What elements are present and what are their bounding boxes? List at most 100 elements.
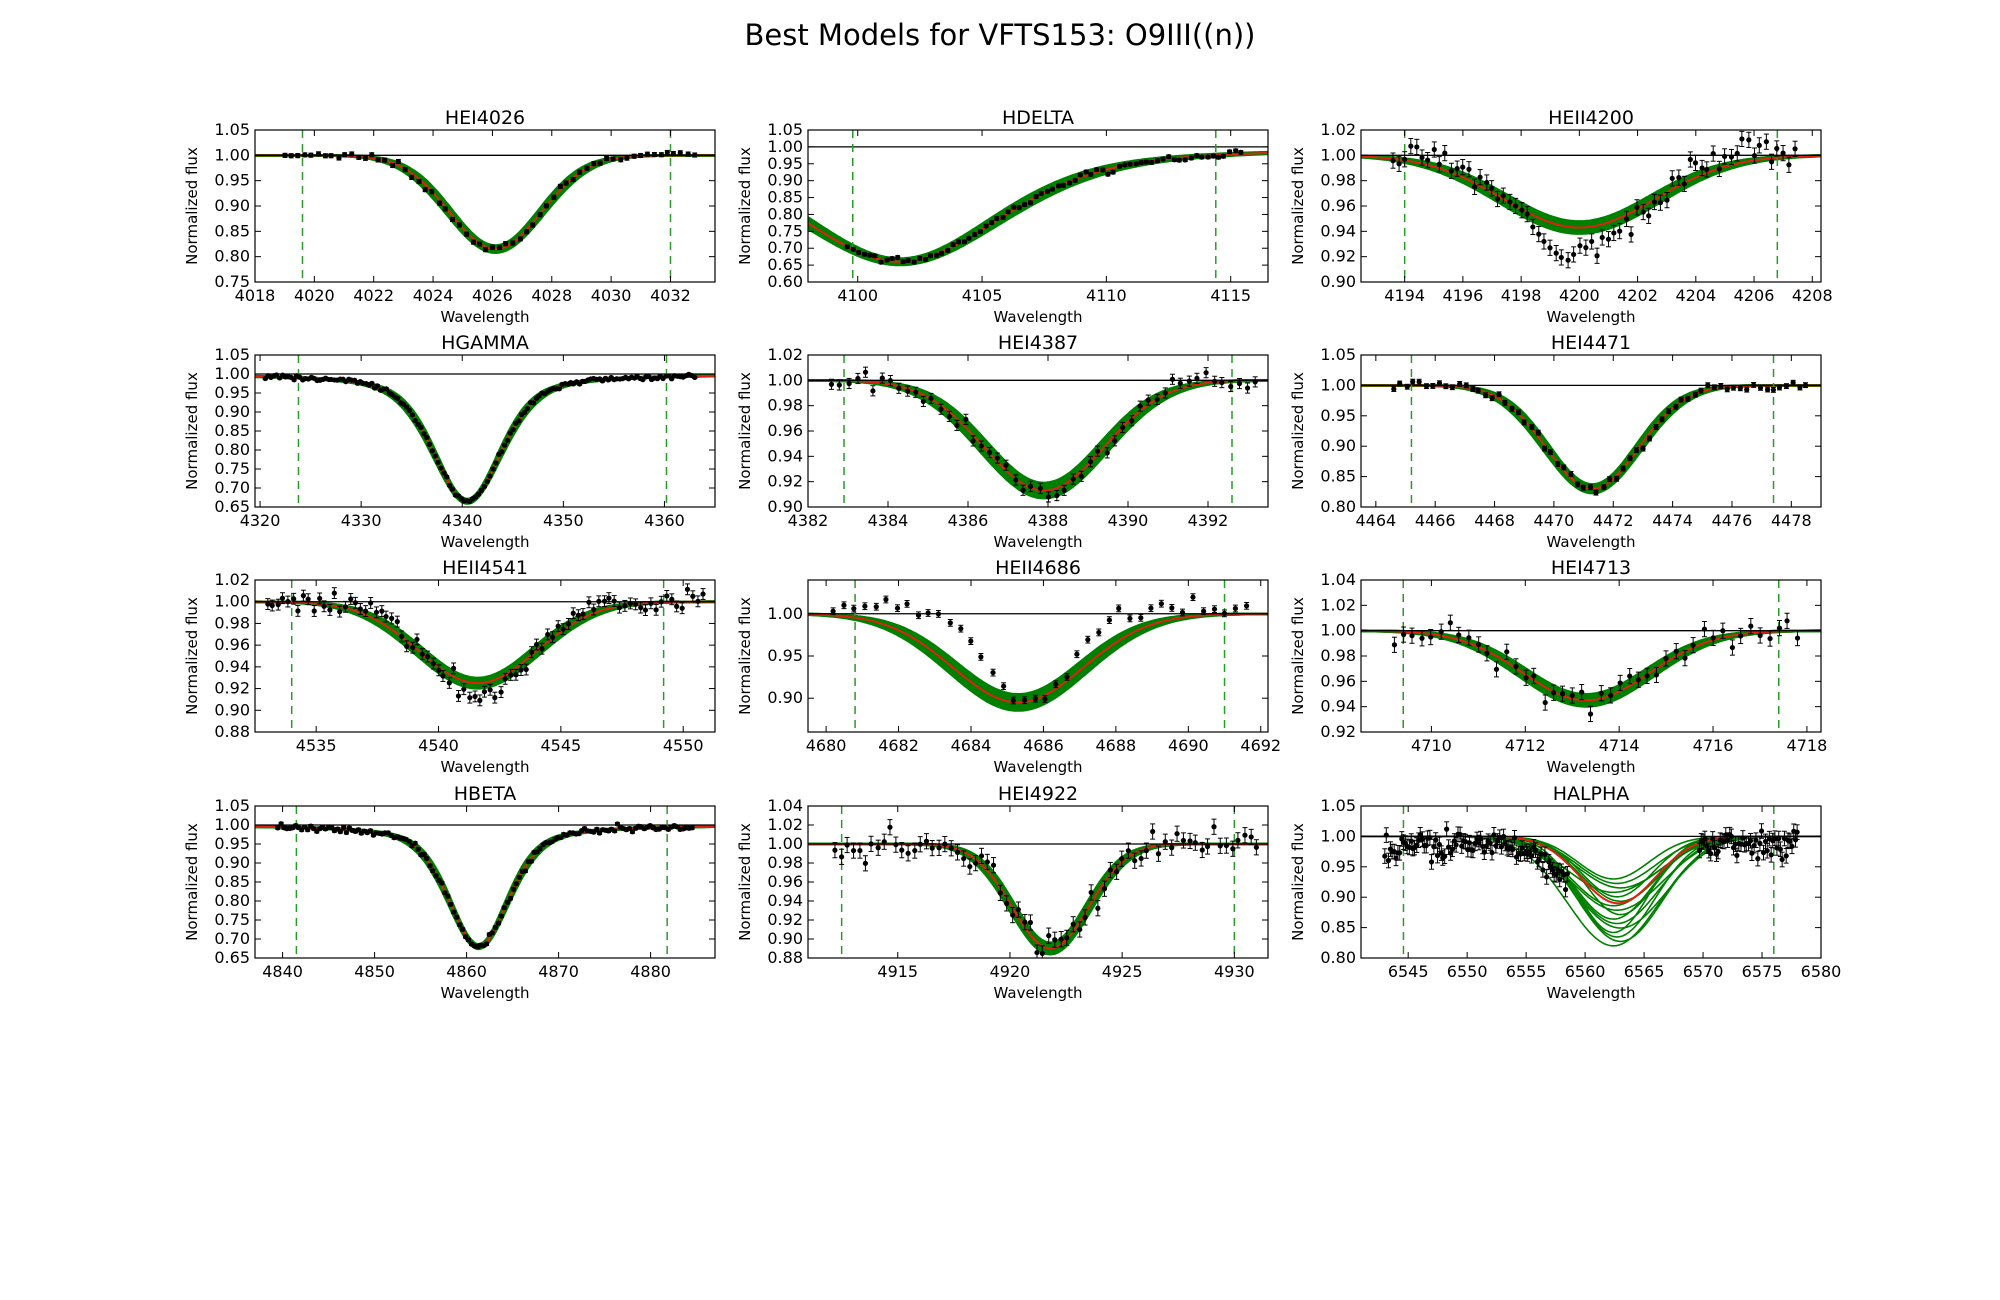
x-tick-label: 4022	[353, 286, 394, 305]
data-point	[487, 683, 493, 696]
data-point	[1489, 395, 1495, 402]
x-tick-label: 4850	[354, 962, 395, 981]
data-point	[1154, 393, 1160, 406]
data-point	[1457, 380, 1463, 387]
model-curve	[808, 842, 1268, 947]
data-point	[1045, 491, 1052, 503]
data-point	[1402, 151, 1408, 168]
data-point	[1138, 850, 1144, 867]
data-point	[1776, 619, 1783, 637]
data-point	[1391, 636, 1398, 653]
data-point	[1155, 845, 1162, 862]
y-tick-label: 0.92	[214, 679, 250, 698]
data-point	[395, 395, 401, 401]
data-point	[1070, 916, 1076, 933]
data-point	[616, 601, 623, 614]
model-curve	[255, 600, 715, 684]
data-point	[442, 206, 448, 212]
y-tick-label: 0.80	[214, 247, 250, 266]
y-tick-label: 1.00	[767, 137, 803, 156]
y-tick-label: 0.75	[214, 459, 250, 478]
model-curve	[808, 379, 1268, 491]
y-axis-label: Normalized flux	[183, 597, 201, 715]
data-point	[1186, 375, 1192, 387]
data-point	[1489, 180, 1495, 197]
data-point	[584, 165, 590, 171]
axes-frame	[807, 579, 1269, 733]
data-point	[844, 244, 850, 250]
data-point	[1589, 233, 1595, 250]
data-point	[1149, 159, 1155, 166]
data-point	[560, 623, 566, 636]
data-point	[1210, 153, 1217, 159]
y-tick-label: 1.00	[214, 364, 250, 383]
data-point	[1244, 382, 1251, 394]
data-point	[1242, 827, 1248, 844]
best-fit-curve	[255, 154, 715, 251]
data-point	[912, 842, 918, 859]
data-point	[457, 922, 463, 928]
model-curve	[808, 379, 1268, 492]
data-point	[634, 373, 640, 379]
y-tick-label: 1.02	[214, 570, 250, 589]
data-point	[1078, 470, 1084, 482]
data-point	[938, 250, 945, 256]
data-point	[1484, 174, 1490, 191]
x-tick-label: 4466	[1415, 511, 1456, 530]
data-point	[1212, 375, 1218, 387]
model-curve	[255, 154, 715, 247]
data-point	[1653, 424, 1659, 430]
data-point	[611, 595, 617, 607]
data-point	[1138, 159, 1144, 166]
model-curve	[255, 824, 715, 946]
x-tick-label: 4478	[1771, 511, 1812, 530]
data-point	[357, 603, 363, 615]
data-point	[978, 440, 984, 452]
data-point	[1133, 161, 1139, 167]
data-point	[455, 690, 462, 702]
data-point	[651, 151, 658, 158]
data-point	[828, 378, 835, 390]
data-point	[900, 259, 906, 265]
x-tick-label: 4320	[240, 511, 281, 530]
data-point	[862, 855, 869, 872]
data-point	[994, 215, 1000, 222]
data-point	[838, 848, 845, 865]
data-point	[1519, 202, 1525, 219]
x-tick-label: 4026	[472, 286, 513, 305]
data-point	[1203, 367, 1209, 379]
data-point	[988, 219, 995, 226]
data-point	[1409, 627, 1415, 644]
panel-hdelta: 4100 4105 4110 4115 0.600.650.700.750.800.85…	[736, 107, 1269, 326]
model-curve	[255, 600, 715, 680]
data-point	[603, 155, 610, 162]
data-point	[1088, 884, 1094, 901]
data-point	[1430, 383, 1436, 389]
data-point	[1038, 190, 1044, 196]
y-tick-label: 0.90	[214, 196, 250, 215]
data-point	[565, 618, 572, 630]
model-curve	[808, 379, 1268, 489]
data-point	[1507, 193, 1513, 211]
data-point	[1739, 130, 1745, 148]
data-point	[1729, 639, 1736, 656]
x-tick-label: 6575	[1742, 962, 1783, 981]
x-tick-label: 4915	[877, 962, 918, 981]
y-tick-label: 0.75	[214, 910, 250, 929]
data-point	[1233, 148, 1239, 154]
data-point	[923, 256, 929, 263]
data-point	[555, 620, 561, 633]
data-point	[1434, 847, 1441, 864]
data-point	[954, 844, 961, 861]
model-curve	[808, 152, 1268, 267]
x-tick-label: 4880	[630, 962, 671, 981]
data-point	[278, 821, 284, 827]
x-tick-label: 4690	[1168, 736, 1209, 755]
model-curve	[1361, 629, 1821, 705]
data-point	[438, 465, 444, 471]
model-curve	[1361, 384, 1821, 490]
data-point	[1226, 149, 1233, 155]
data-point	[327, 604, 333, 616]
model-curve	[255, 154, 715, 255]
data-point	[389, 612, 395, 625]
